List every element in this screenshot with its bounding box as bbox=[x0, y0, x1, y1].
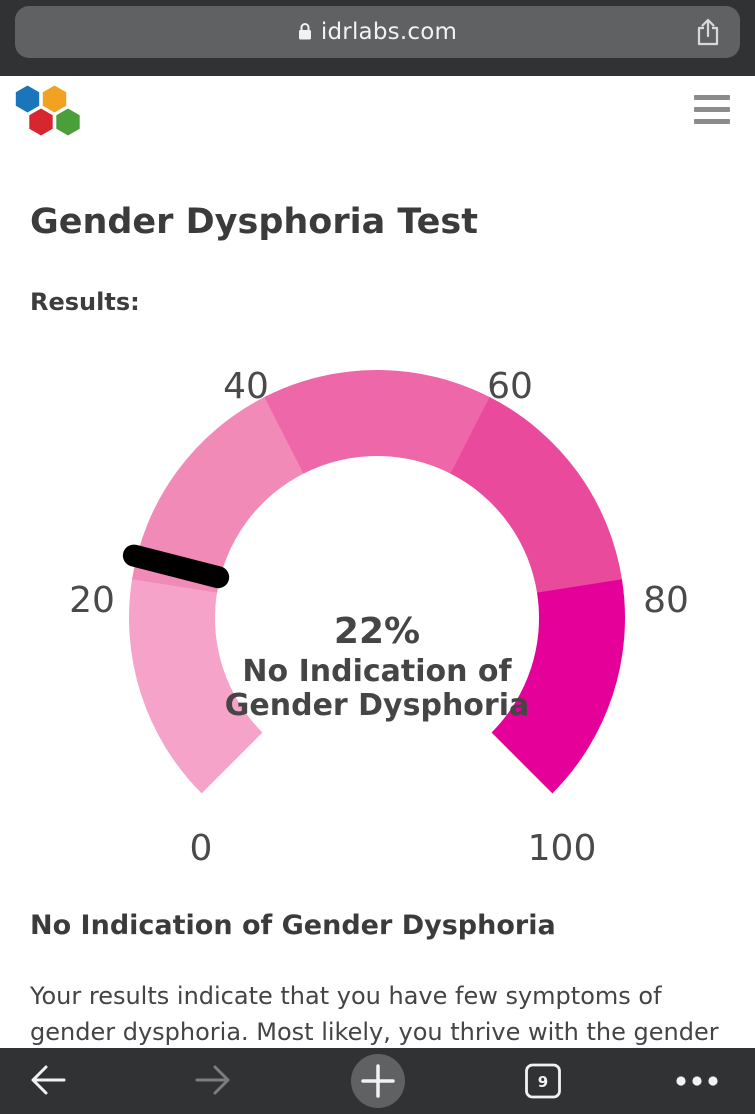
score-description-line-1: No Indication of bbox=[242, 654, 512, 689]
browser-bottom-toolbar: 9 bbox=[0, 1048, 755, 1114]
more-icon[interactable] bbox=[675, 1074, 719, 1088]
gauge-segment bbox=[132, 396, 305, 593]
gauge-segment bbox=[129, 577, 263, 794]
lock-icon bbox=[298, 23, 311, 40]
score-description-line-2: Gender Dysphoria bbox=[225, 688, 529, 723]
gauge-segment bbox=[264, 370, 492, 475]
new-tab-plus-icon[interactable] bbox=[350, 1053, 406, 1109]
result-heading: No Indication of Gender Dysphoria bbox=[30, 910, 556, 941]
result-description: Your results indicate that you have few … bbox=[30, 982, 719, 1046]
back-arrow-icon[interactable] bbox=[28, 1062, 68, 1098]
gauge-tick-label: 20 bbox=[69, 580, 115, 621]
tab-count: 9 bbox=[538, 1073, 548, 1091]
idrlabs-logo[interactable] bbox=[13, 84, 83, 138]
gauge-segment bbox=[491, 579, 626, 794]
score-percentage: 22% bbox=[334, 611, 420, 652]
hamburger-menu-icon[interactable] bbox=[694, 94, 730, 126]
gauge-tick-label: 100 bbox=[528, 828, 597, 869]
url-text: idrlabs.com bbox=[320, 19, 458, 45]
gauge-segment bbox=[450, 397, 623, 594]
forward-arrow-icon[interactable] bbox=[193, 1062, 233, 1098]
gauge-tick-label: 40 bbox=[223, 366, 269, 407]
gauge-tick-label: 0 bbox=[190, 828, 213, 869]
results-label: Results: bbox=[30, 288, 140, 316]
address-bar[interactable]: idrlabs.com bbox=[15, 6, 740, 58]
gauge-tick-label: 60 bbox=[487, 366, 533, 407]
gauge-tick-label: 80 bbox=[643, 580, 689, 621]
tabs-icon[interactable]: 9 bbox=[524, 1063, 562, 1099]
result-gauge: 0 20 40 60 80 100 22% No Indication of G… bbox=[69, 366, 689, 869]
share-icon[interactable] bbox=[696, 18, 720, 46]
browser-toolbar: idrlabs.com bbox=[0, 0, 755, 76]
gauge-needle bbox=[122, 544, 230, 589]
page-title: Gender Dysphoria Test bbox=[30, 202, 478, 242]
